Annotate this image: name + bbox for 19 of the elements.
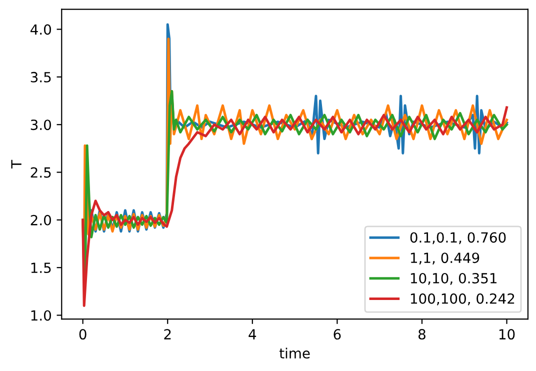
- y-tick-label: 4.0: [30, 24, 51, 35]
- x-tick-label: 6: [334, 329, 341, 340]
- legend-label: 1,1, 0.449: [410, 252, 480, 265]
- y-tick-label: 3.5: [30, 72, 51, 82]
- x-tick-label: 0: [79, 329, 86, 340]
- y-axis-title: T: [11, 160, 22, 168]
- x-tick-label: 10: [499, 329, 515, 340]
- x-axis-title: time: [279, 348, 310, 359]
- legend-label: 0.1,0.1, 0.760: [410, 232, 506, 244]
- legend-label: 10,10, 0.351: [410, 272, 497, 285]
- y-tick-label: 2.0: [30, 214, 51, 226]
- legend-label: 100,100, 0.242: [410, 293, 514, 306]
- x-tick-label: 4: [248, 329, 256, 340]
- y-tick-label: 2.5: [30, 167, 51, 178]
- y-tick-label: 1.0: [31, 310, 51, 321]
- y-tick-label: 3.0: [30, 120, 51, 130]
- x-tick-label: 2: [164, 329, 171, 340]
- x-tick-label: 8: [418, 329, 426, 340]
- y-tick-label: 1.5: [31, 262, 51, 274]
